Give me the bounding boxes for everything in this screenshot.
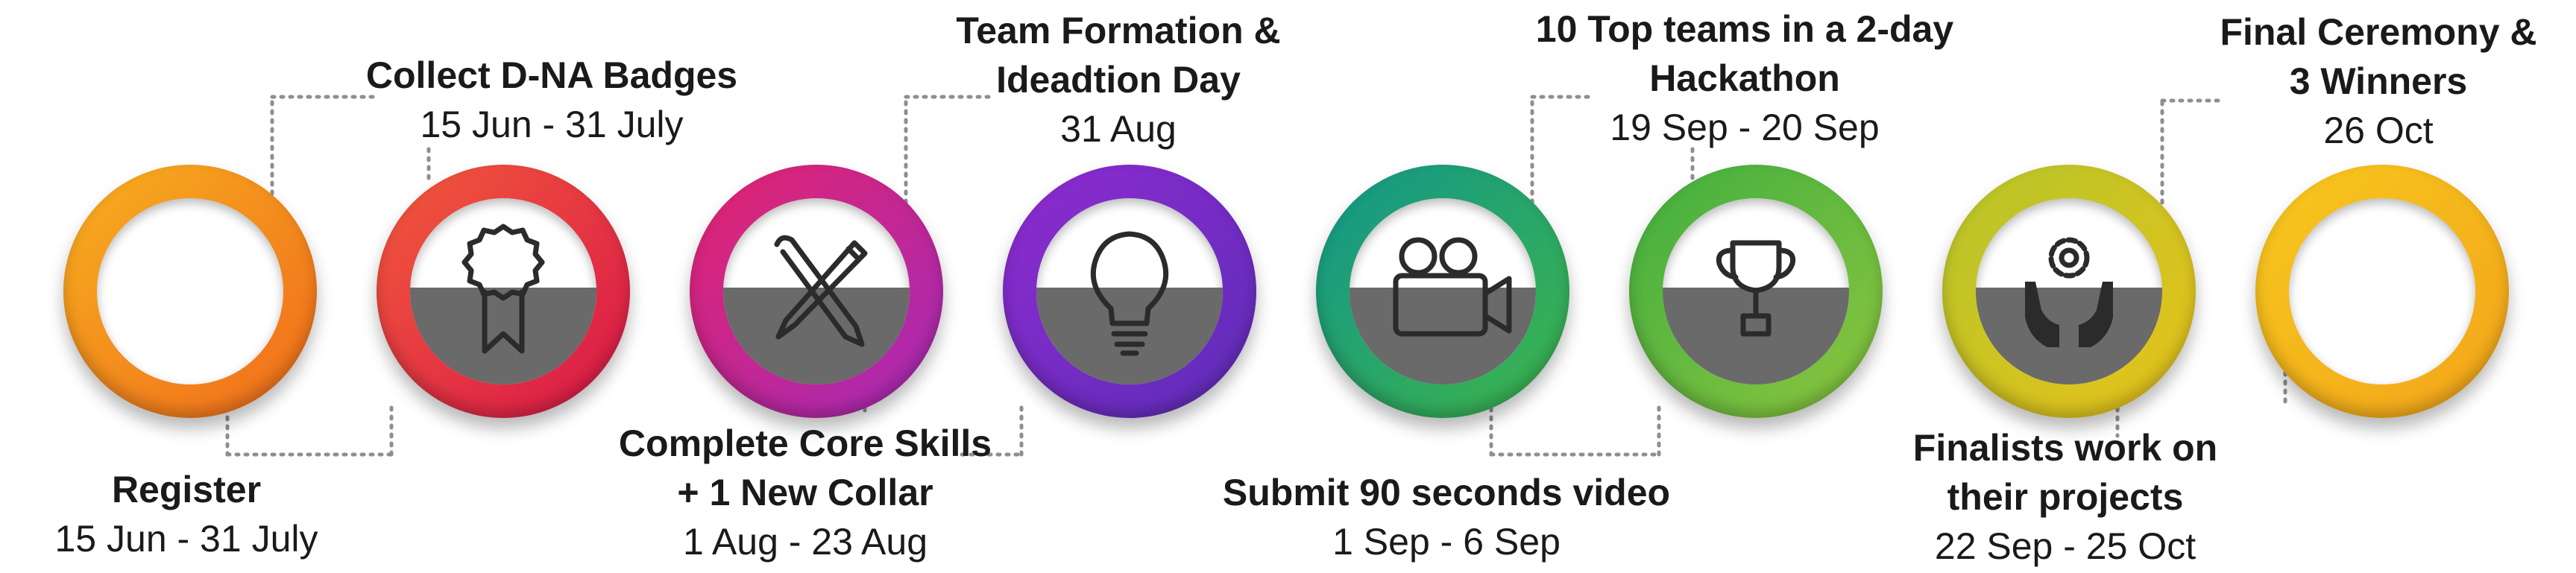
step-finalists-label: Finalists work on their projects 22 Sep … xyxy=(1864,423,2267,571)
step-team-formation-face xyxy=(1036,198,1223,384)
step-team-formation-title-line2: Ideadtion Day xyxy=(996,59,1241,101)
step-hackathon-date: 19 Sep - 20 Sep xyxy=(1610,107,1880,148)
step-final-ceremony-title-line1: Final Ceremony & xyxy=(2220,11,2537,53)
lightbulb-icon xyxy=(1090,231,1169,356)
step-register-title: Register xyxy=(111,469,262,510)
step-finalists-face xyxy=(1976,198,2162,384)
gear-hands-icon xyxy=(2025,237,2113,347)
step-register-date: 15 Jun - 31 July xyxy=(54,518,318,560)
step-team-formation-circle xyxy=(1003,165,1256,418)
step-core-skills-face xyxy=(723,198,910,384)
step-hackathon-title-line2: Hackathon xyxy=(1649,57,1840,99)
step-badges-face xyxy=(410,198,596,384)
step-core-skills-label: Complete Core Skills + 1 New Collar 1 Au… xyxy=(596,419,1014,566)
step-video-date: 1 Sep - 6 Sep xyxy=(1332,521,1561,563)
step-register-label: Register 15 Jun - 31 July xyxy=(30,465,343,563)
step-final-ceremony-circle xyxy=(2255,165,2509,418)
step-badges-label: Collect D-NA Badges 15 Jun - 31 July xyxy=(328,51,775,149)
step-finalists-date: 22 Sep - 25 Oct xyxy=(1934,525,2196,567)
step-badges-circle xyxy=(377,165,630,418)
step-register-circle xyxy=(63,165,317,418)
step-hackathon-circle xyxy=(1629,165,1883,418)
step-hackathon-title-line1: 10 Top teams in a 2-day xyxy=(1535,8,1954,50)
step-badges-date: 15 Jun - 31 July xyxy=(420,104,684,145)
trophy-icon xyxy=(1716,240,1796,337)
video-camera-icon xyxy=(1393,237,1512,337)
badge-icon xyxy=(462,224,545,354)
step-finalists-circle xyxy=(1942,165,2196,418)
step-core-skills-date: 1 Aug - 23 Aug xyxy=(682,521,928,563)
step-register-face xyxy=(97,198,283,384)
step-team-formation-label: Team Formation & Ideadtion Day 31 Aug xyxy=(925,6,1312,153)
step-video-circle xyxy=(1316,165,1569,418)
step-badges-title: Collect D-NA Badges xyxy=(365,54,738,96)
step-core-skills-title-line1: Complete Core Skills xyxy=(618,422,992,464)
pen-brush-icon xyxy=(774,235,868,347)
step-finalists-title-line2: their projects xyxy=(1947,476,2184,518)
step-core-skills-title-line2: + 1 New Collar xyxy=(677,472,933,513)
step-final-ceremony-date: 26 Oct xyxy=(2323,110,2434,151)
step-core-skills-circle xyxy=(690,165,943,418)
step-video-title: Submit 90 seconds video xyxy=(1222,472,1671,513)
step-team-formation-title-line1: Team Formation & xyxy=(956,10,1281,51)
step-team-formation-date: 31 Aug xyxy=(1060,108,1177,150)
step-final-ceremony-face xyxy=(2289,198,2475,384)
step-final-ceremony-label: Final Ceremony & 3 Winners 26 Oct xyxy=(2185,7,2572,155)
step-final-ceremony-title-line2: 3 Winners xyxy=(2289,60,2468,102)
step-finalists-title-line1: Finalists work on xyxy=(1912,427,2218,469)
step-video-face xyxy=(1350,198,1536,384)
step-hackathon-label: 10 Top teams in a 2-day Hackathon 19 Sep… xyxy=(1491,4,1998,152)
step-video-label: Submit 90 seconds video 1 Sep - 6 Sep xyxy=(1193,468,1700,566)
step-hackathon-face xyxy=(1663,198,1849,384)
